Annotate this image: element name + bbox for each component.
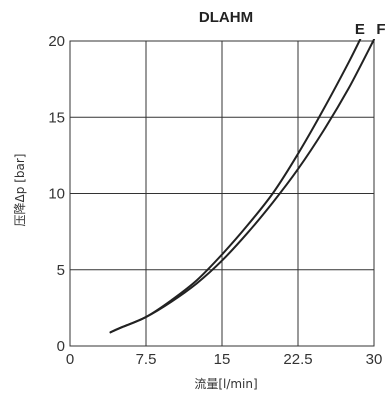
series-line-f	[109, 39, 375, 334]
series-curves	[109, 39, 375, 334]
grid	[69, 40, 375, 347]
tick-labels: 0 7.5 15 22.5 30 0 5 10 15 20	[48, 33, 382, 368]
x-axis-label: 流量[l/min]	[194, 377, 257, 391]
y-tick-label: 15	[48, 109, 65, 126]
y-tick-label: 10	[48, 186, 65, 203]
chart-title: DLAHM	[199, 9, 253, 26]
x-tick-label: 15	[214, 351, 231, 368]
y-tick-label: 20	[48, 33, 65, 50]
x-tick-label: 22.5	[283, 351, 312, 368]
series-line-e	[109, 39, 362, 334]
x-tick-label: 7.5	[136, 351, 157, 368]
y-tick-label: 5	[57, 262, 65, 279]
x-tick-label: 0	[66, 351, 74, 368]
series-label-e: E	[355, 21, 365, 38]
x-tick-label: 30	[366, 351, 383, 368]
series-label-f: F	[376, 21, 385, 38]
y-axis-label: 压降Δp [bar]	[13, 154, 27, 227]
y-tick-label: 0	[57, 338, 65, 355]
